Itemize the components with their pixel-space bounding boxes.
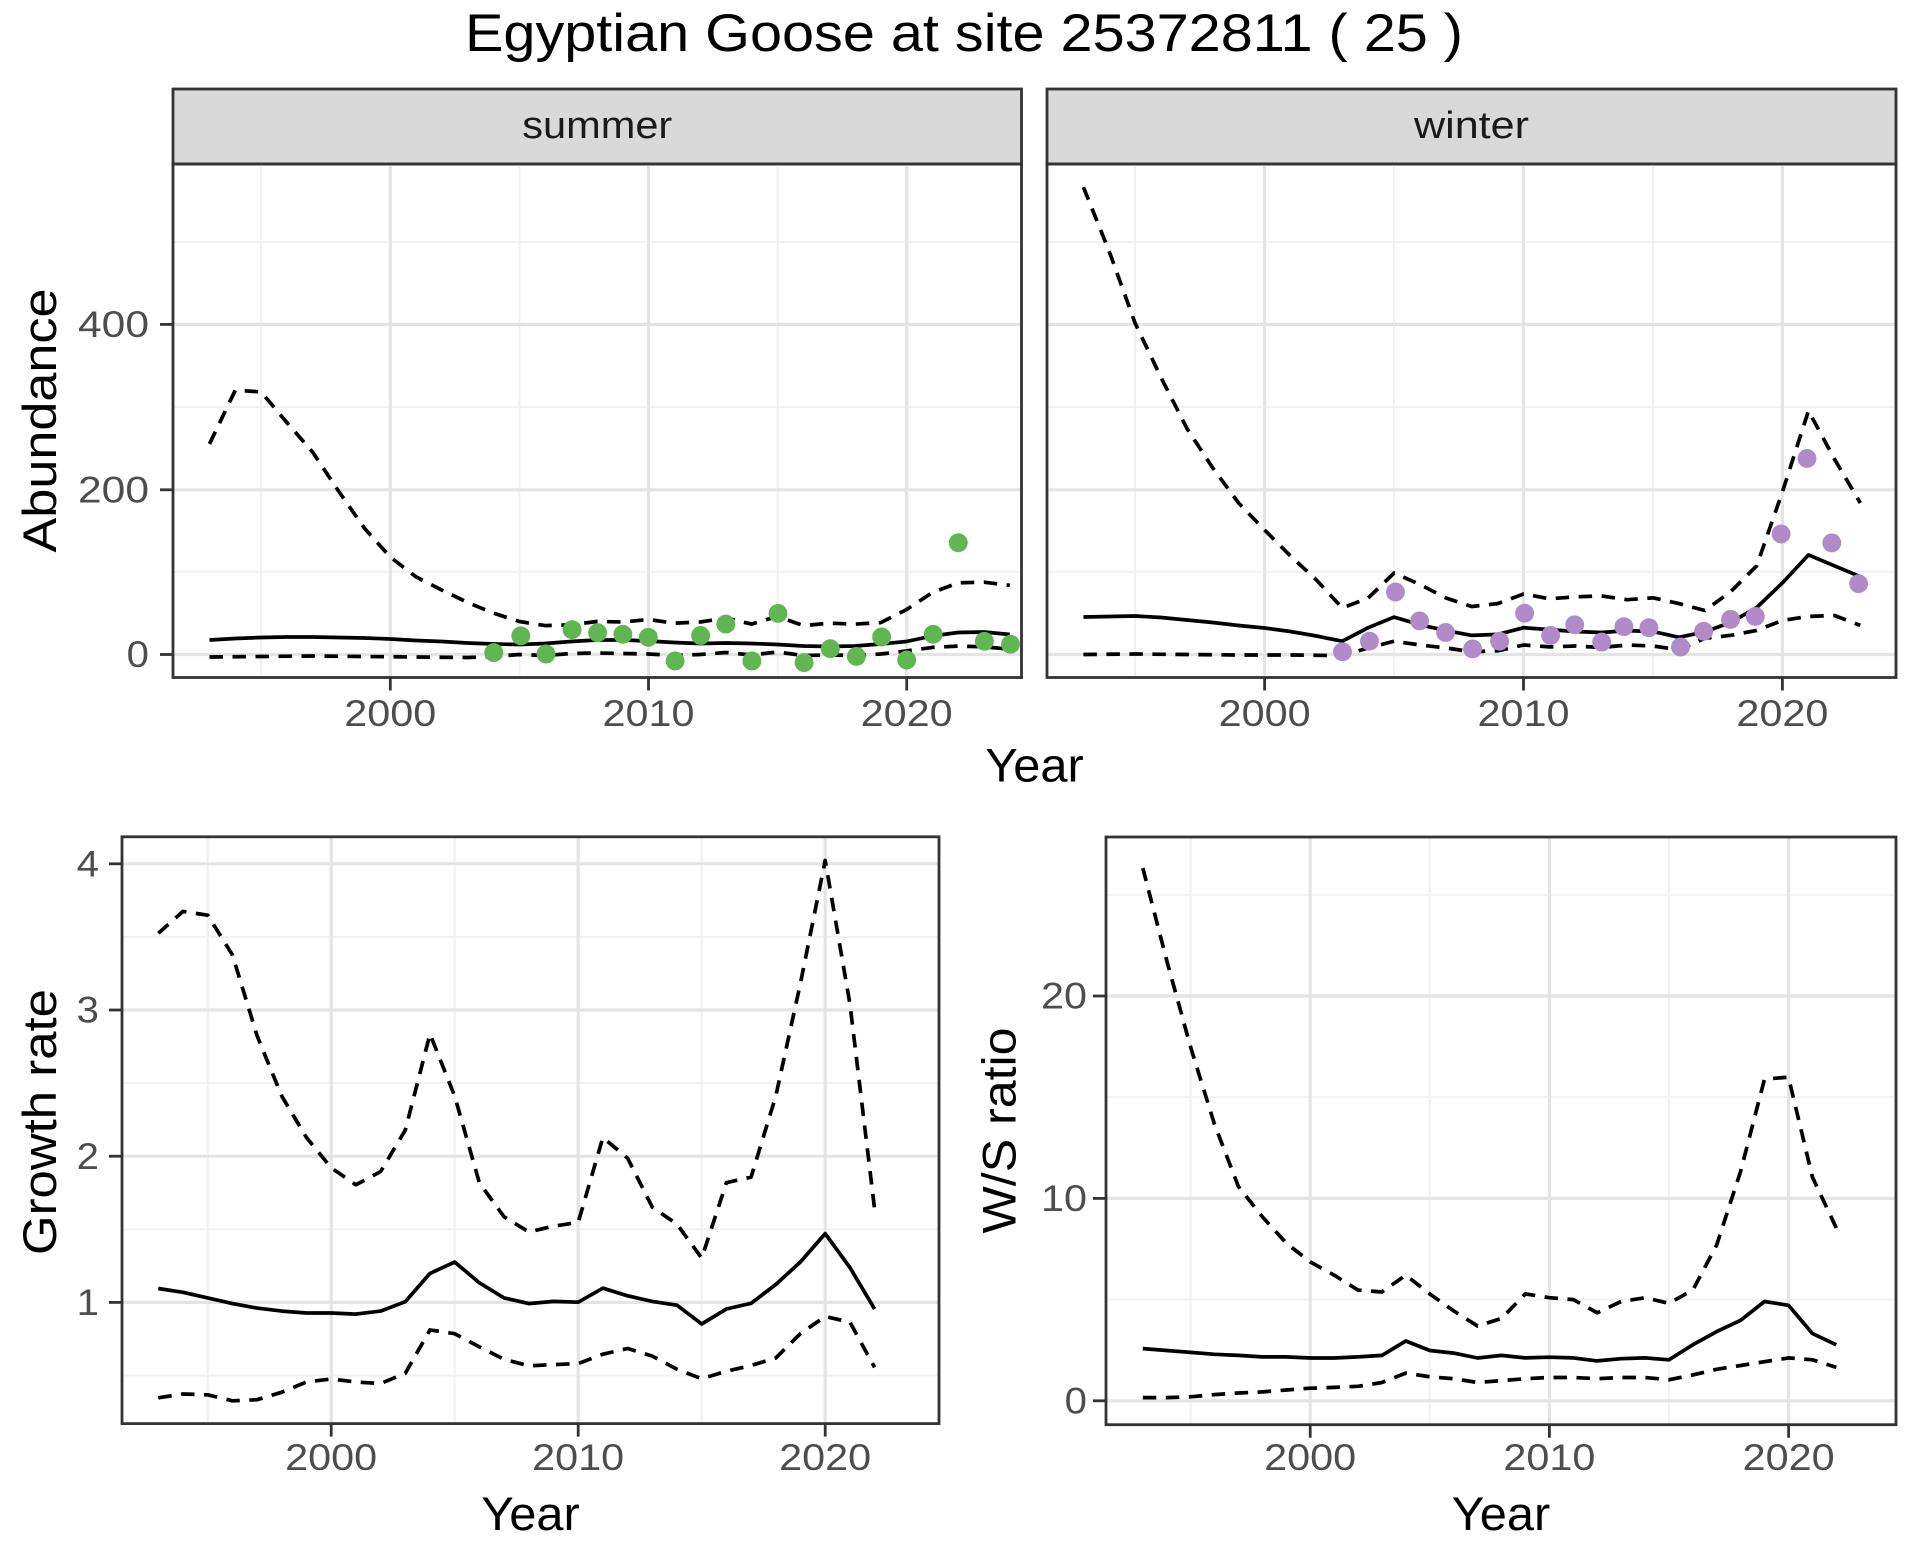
svg-text:2020: 2020 xyxy=(779,1437,871,1478)
svg-text:winter: winter xyxy=(1413,105,1530,147)
svg-text:2020: 2020 xyxy=(1743,1437,1835,1478)
svg-text:3: 3 xyxy=(77,990,99,1031)
svg-text:Growth rate: Growth rate xyxy=(14,989,67,1255)
svg-text:400: 400 xyxy=(78,304,149,345)
svg-text:2020: 2020 xyxy=(1736,693,1828,734)
svg-text:Year: Year xyxy=(1452,1488,1551,1541)
svg-text:2010: 2010 xyxy=(603,693,695,734)
svg-text:2000: 2000 xyxy=(344,693,436,734)
svg-text:2010: 2010 xyxy=(532,1437,624,1478)
svg-text:20: 20 xyxy=(1041,976,1087,1017)
svg-text:Year: Year xyxy=(481,1488,580,1541)
svg-text:W/S ratio: W/S ratio xyxy=(974,1028,1027,1234)
svg-text:2000: 2000 xyxy=(1219,693,1311,734)
svg-text:2010: 2010 xyxy=(1503,1437,1595,1478)
svg-text:4: 4 xyxy=(77,844,99,885)
svg-text:Abundance: Abundance xyxy=(14,289,67,553)
svg-text:2010: 2010 xyxy=(1478,693,1570,734)
svg-text:10: 10 xyxy=(1041,1178,1087,1219)
svg-text:0: 0 xyxy=(1065,1381,1087,1422)
svg-text:Year: Year xyxy=(985,740,1084,793)
svg-text:200: 200 xyxy=(78,470,149,511)
svg-text:2020: 2020 xyxy=(861,693,953,734)
svg-text:summer: summer xyxy=(522,105,672,147)
svg-text:2000: 2000 xyxy=(285,1437,377,1478)
svg-text:2000: 2000 xyxy=(1264,1437,1356,1478)
svg-text:0: 0 xyxy=(127,634,149,675)
svg-text:2: 2 xyxy=(77,1136,99,1177)
svg-text:Egyptian Goose at site 2537281: Egyptian Goose at site 25372811 ( 25 ) xyxy=(465,4,1463,63)
svg-text:1: 1 xyxy=(77,1282,99,1323)
